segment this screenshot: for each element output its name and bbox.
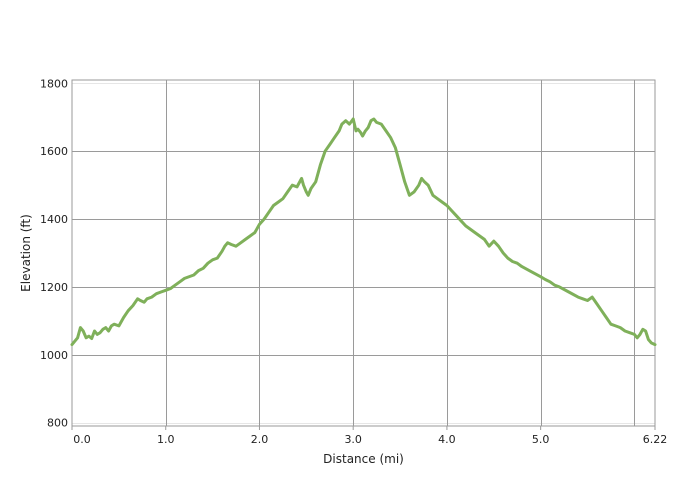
y-tick-label: 800 <box>47 417 68 430</box>
x-tick-label: 6.22 <box>643 433 668 446</box>
x-axis-ticks: 0.0 1.0 2.0 3.0 4.0 5.0 6.22 <box>71 426 668 446</box>
x-tick-label: 1.0 <box>157 433 175 446</box>
y-tick-label: 1400 <box>40 213 68 226</box>
x-tick-label: 0.0 <box>73 433 91 446</box>
x-tick-label: 2.0 <box>251 433 269 446</box>
x-tick-label: 5.0 <box>532 433 550 446</box>
x-tick-label: 3.0 <box>344 433 362 446</box>
y-tick-label: 1600 <box>40 145 68 158</box>
plot-frame <box>71 79 656 427</box>
x-axis-title: Distance (mi) <box>323 452 404 466</box>
y-tick-label: 1000 <box>40 349 68 362</box>
y-tick-label: 1800 <box>40 77 68 90</box>
y-axis-title: Elevation (ft) <box>19 214 33 292</box>
x-tick-label: 4.0 <box>438 433 456 446</box>
elevation-line <box>70 117 657 347</box>
y-tick-label: 1200 <box>40 281 68 294</box>
y-axis-ticks: 800 1000 1200 1400 1600 1800 <box>40 77 68 429</box>
